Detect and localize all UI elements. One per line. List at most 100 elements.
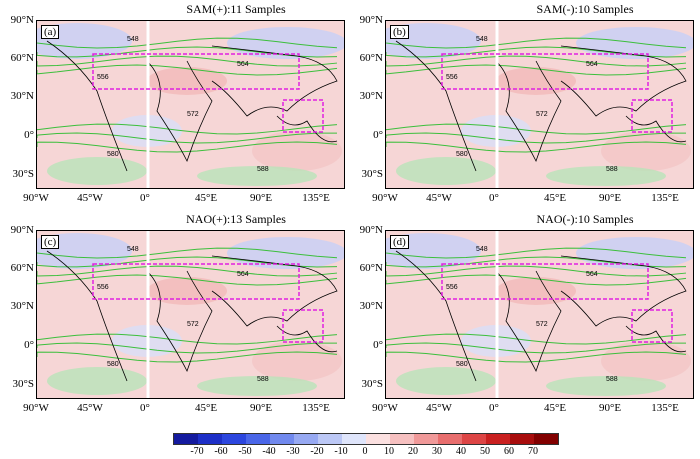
colorbar-swatch xyxy=(510,434,534,444)
coastline xyxy=(146,60,213,163)
contour-label: 556 xyxy=(97,284,109,291)
contour-line xyxy=(37,37,338,49)
contour-label: 580 xyxy=(107,151,119,158)
contour-label: 548 xyxy=(476,36,488,43)
contour-label: 580 xyxy=(107,361,119,368)
lon-label: 45°W xyxy=(77,402,103,414)
contour-line xyxy=(386,123,687,135)
colorbar-swatch xyxy=(462,434,486,444)
lon-label: 0° xyxy=(140,192,150,204)
colorbar-swatch xyxy=(438,434,462,444)
anomaly-region xyxy=(396,367,496,395)
lon-label: 0° xyxy=(489,402,499,414)
colorbar-label: -50 xyxy=(238,446,252,457)
panel-title-a: SAM(+):11 Samples xyxy=(186,2,286,16)
contour-label: 564 xyxy=(586,271,598,278)
panel-letter-c: (c) xyxy=(41,235,60,249)
contour-label: 580 xyxy=(456,361,468,368)
colorbar-label: -20 xyxy=(310,446,324,457)
anomaly-region xyxy=(496,277,576,305)
colorbar-swatch xyxy=(390,434,414,444)
contour-label: 572 xyxy=(536,111,548,118)
coastline xyxy=(395,250,477,382)
colorbar-label: -70 xyxy=(190,446,204,457)
lon-label: 45°E xyxy=(543,192,567,204)
lat-label: 90°N xyxy=(10,14,34,26)
contour-label: 556 xyxy=(446,284,458,291)
anomaly-region xyxy=(47,367,147,395)
region-box-eurasia xyxy=(92,263,300,300)
coastline xyxy=(560,255,687,327)
contour-label: 588 xyxy=(257,166,269,173)
lon-label: 135°E xyxy=(302,192,330,204)
contour-line xyxy=(37,333,338,345)
anomaly-region xyxy=(147,67,227,95)
coastline xyxy=(276,325,338,353)
region-box-eurasia xyxy=(92,53,300,90)
map-canvas: 548 556 564 572 580 588 xyxy=(37,231,344,398)
lon-label: 90°W xyxy=(372,192,398,204)
anomaly-region xyxy=(601,341,691,381)
lat-label: 90°N xyxy=(10,224,34,236)
anomaly-region xyxy=(386,23,481,59)
lon-label: 90°E xyxy=(249,402,273,414)
coastline xyxy=(625,115,687,143)
lat-label: 0° xyxy=(373,129,383,141)
region-box-eurasia xyxy=(441,263,649,300)
lat-label: 0° xyxy=(24,129,34,141)
map-panel-d: 548 556 564 572 580 588 (d) xyxy=(385,230,694,399)
lat-label: 30°S xyxy=(12,378,34,390)
lat-label: 60°N xyxy=(359,262,383,274)
coastline xyxy=(46,250,128,382)
colorbar-label: 70 xyxy=(528,446,538,457)
lon-label: 45°E xyxy=(194,402,218,414)
contour-label: 564 xyxy=(237,271,249,278)
contour-line xyxy=(37,141,338,153)
colorbar-swatch xyxy=(174,434,198,444)
map-panel-b: 548 556 564 572 580 588 (b) xyxy=(385,20,694,189)
colorbar-label: 60 xyxy=(504,446,514,457)
region-box-eastasia xyxy=(631,309,673,343)
region-box-eurasia xyxy=(441,53,649,90)
contour-line xyxy=(37,46,338,58)
colorbar-label: -40 xyxy=(262,446,276,457)
contour-label: 556 xyxy=(446,74,458,81)
contour-line xyxy=(386,265,687,277)
colorbar-label: 30 xyxy=(432,446,442,457)
colorbar xyxy=(173,433,559,445)
contour-label: 572 xyxy=(536,321,548,328)
contour-line xyxy=(386,351,687,363)
colorbar-swatch xyxy=(222,434,246,444)
colorbar-label: 50 xyxy=(480,446,490,457)
colorbar-label: -60 xyxy=(214,446,228,457)
contour-line xyxy=(386,55,687,67)
contour-label: 572 xyxy=(187,321,199,328)
lat-label: 90°N xyxy=(359,14,383,26)
contour-line xyxy=(37,274,338,286)
lon-label: 135°E xyxy=(651,402,679,414)
anomaly-region xyxy=(147,277,227,305)
lat-label: 0° xyxy=(24,339,34,351)
colorbar-swatch xyxy=(318,434,342,444)
contour-label: 588 xyxy=(606,376,618,383)
contour-line xyxy=(37,247,338,259)
panel-title-b: SAM(-):10 Samples xyxy=(536,2,634,16)
colorbar-label: 0 xyxy=(362,446,368,457)
colorbar-label: -30 xyxy=(286,446,300,457)
anomaly-region xyxy=(546,166,666,186)
contour-label: 580 xyxy=(456,151,468,158)
contour-line xyxy=(37,256,338,268)
colorbar-swatch xyxy=(270,434,294,444)
contour-line xyxy=(386,333,687,345)
colorbar-swatch xyxy=(486,434,510,444)
contour-line xyxy=(37,123,338,135)
contour-line xyxy=(386,46,687,58)
lon-label: 90°W xyxy=(23,192,49,204)
colorbar-label: 10 xyxy=(384,446,394,457)
region-box-eastasia xyxy=(282,99,324,133)
map-canvas: 548 556 564 572 580 588 xyxy=(37,21,344,188)
panel-letter-b: (b) xyxy=(390,25,409,39)
lon-label: 90°E xyxy=(598,192,622,204)
map-canvas: 548 556 564 572 580 588 xyxy=(386,21,693,188)
contour-line xyxy=(37,55,338,67)
